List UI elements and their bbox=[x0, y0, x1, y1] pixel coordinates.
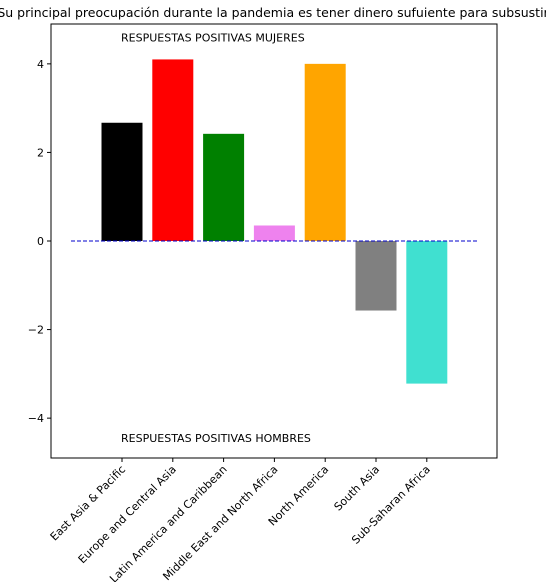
y-tick-label-3: 2 bbox=[37, 146, 44, 159]
y-tick-label-2: 0 bbox=[37, 235, 44, 248]
x-tick-label-1: Europe and Central Asia bbox=[76, 463, 179, 566]
bar-1 bbox=[152, 59, 194, 241]
bar-3 bbox=[253, 225, 295, 241]
bar-5 bbox=[355, 241, 397, 311]
y-tick-label-0: −4 bbox=[28, 412, 44, 425]
y-tick-label-1: −2 bbox=[28, 324, 44, 337]
bar-4 bbox=[304, 63, 346, 241]
bars-layer bbox=[101, 59, 448, 384]
bar-6 bbox=[406, 241, 448, 384]
annotation-0: RESPUESTAS POSITIVAS MUJERES bbox=[121, 31, 305, 44]
bar-2 bbox=[203, 133, 245, 241]
annotations-layer: RESPUESTAS POSITIVAS MUJERES RESPUESTAS P… bbox=[121, 31, 311, 445]
y-tick-label-4: 4 bbox=[37, 58, 44, 71]
annotation-1: RESPUESTAS POSITIVAS HOMBRES bbox=[121, 432, 311, 445]
x-tick-label-5: South Asia bbox=[332, 463, 383, 514]
bar-0 bbox=[101, 122, 143, 241]
y-axis: −4 −2 0 2 4 bbox=[28, 58, 51, 425]
chart-title: Su principal preocupación durante la pan… bbox=[0, 5, 546, 20]
